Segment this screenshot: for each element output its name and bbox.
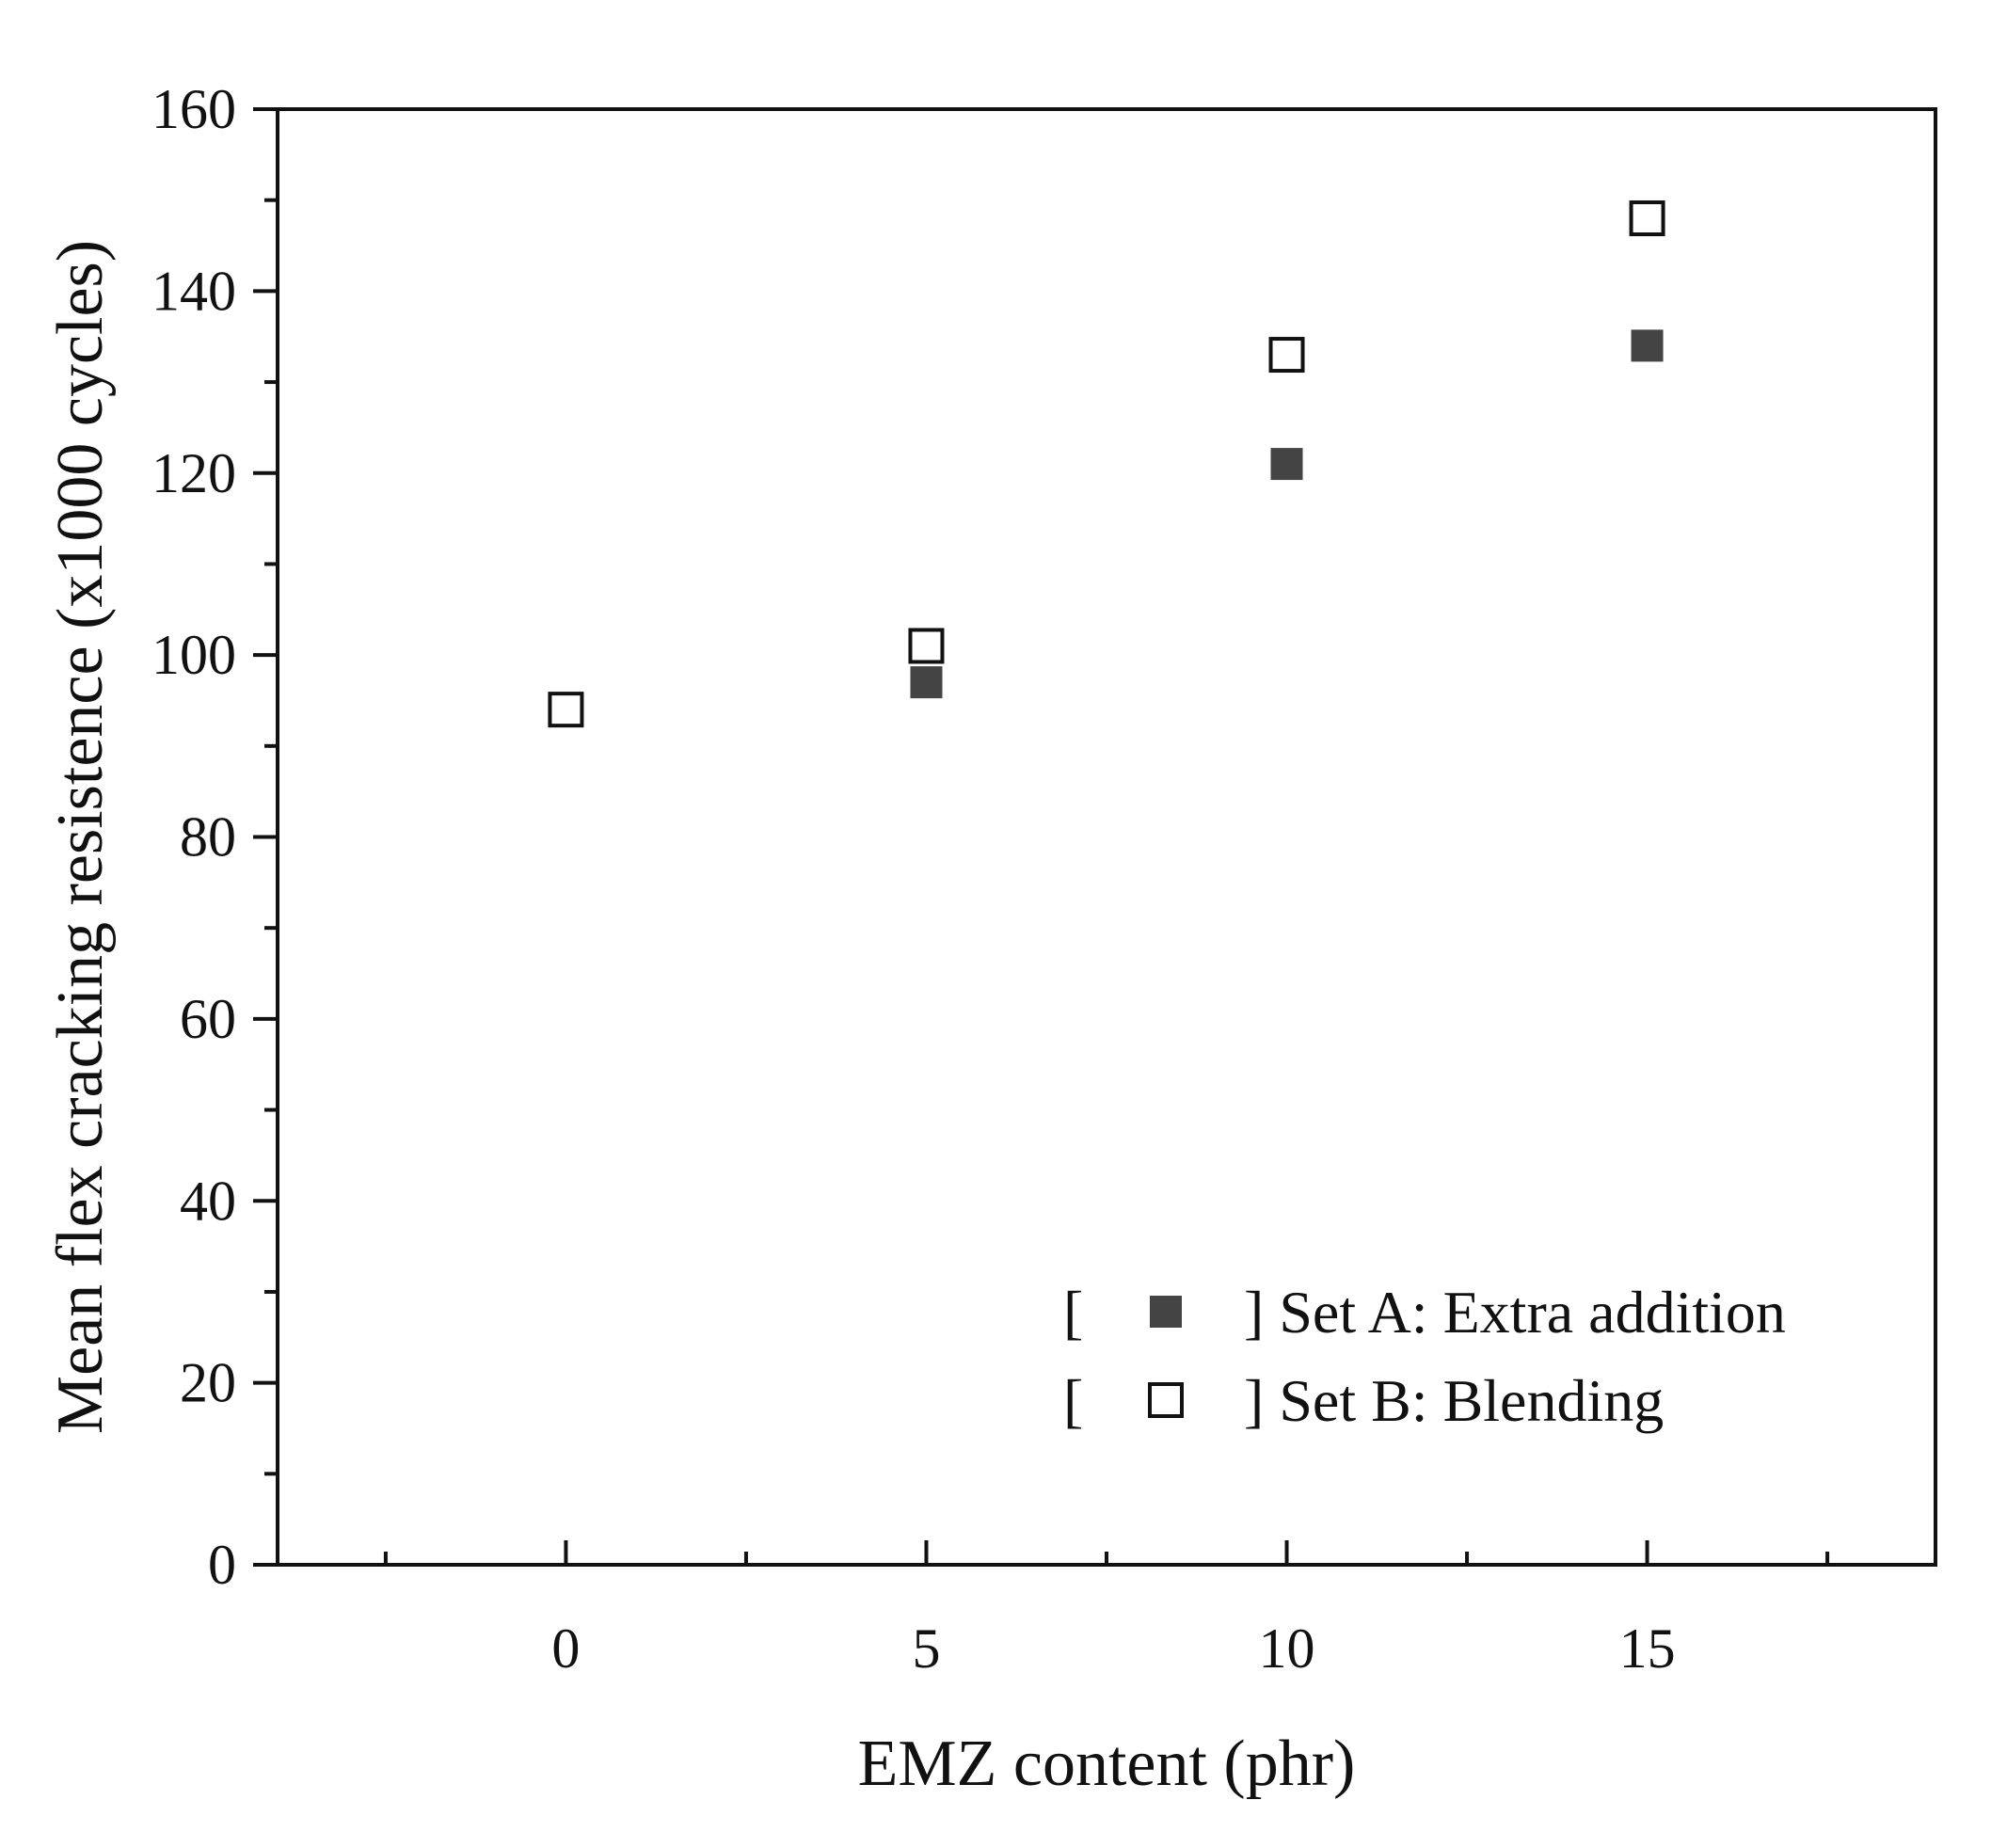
legend-marker-set-b xyxy=(1148,1382,1184,1418)
data-point-set-b xyxy=(908,628,945,664)
data-points xyxy=(548,200,1665,728)
x-tick-label: 15 xyxy=(1619,1617,1676,1680)
legend-bracket: [ xyxy=(1063,1279,1083,1346)
legend-label: ] Set B: Blending xyxy=(1244,1367,1664,1434)
plot-frame xyxy=(276,107,1937,1567)
y-axis-title: Mean flex cracking resistence (x1000 cyc… xyxy=(44,240,117,1434)
y-tick-label: 20 xyxy=(180,1352,236,1414)
x-tick-label: 10 xyxy=(1259,1617,1315,1680)
data-point-set-b xyxy=(1268,337,1305,374)
legend-bracket: [ xyxy=(1063,1367,1083,1434)
data-point-set-b xyxy=(1629,200,1665,237)
y-tick-label: 0 xyxy=(208,1534,236,1596)
y-tick-label: 100 xyxy=(151,624,236,686)
x-tick-label: 0 xyxy=(551,1617,580,1680)
data-point-set-a xyxy=(1270,448,1303,481)
y-tick-label: 160 xyxy=(151,78,236,140)
tick-labels: 0 20 40 60 80 100 120 140 160 0 5 10 15 xyxy=(151,78,1676,1680)
x-axis-title: EMZ content (phr) xyxy=(858,1728,1356,1800)
legend-label: ] Set A: Extra addition xyxy=(1244,1279,1786,1346)
y-tick-label: 120 xyxy=(151,442,236,504)
x-tick-label: 5 xyxy=(912,1617,940,1680)
data-point-set-b xyxy=(548,692,584,728)
y-tick-label: 140 xyxy=(151,260,236,322)
data-point-set-a xyxy=(1631,329,1664,362)
axis-ticks xyxy=(253,107,1830,1567)
y-tick-label: 80 xyxy=(180,806,236,868)
legend: [ ] Set A: Extra addition [ ] Set B: Blendi… xyxy=(1063,1279,1786,1434)
legend-marker-set-a xyxy=(1150,1296,1182,1328)
data-point-set-a xyxy=(910,666,943,699)
y-tick-label: 40 xyxy=(180,1170,236,1232)
y-tick-label: 60 xyxy=(180,988,236,1050)
